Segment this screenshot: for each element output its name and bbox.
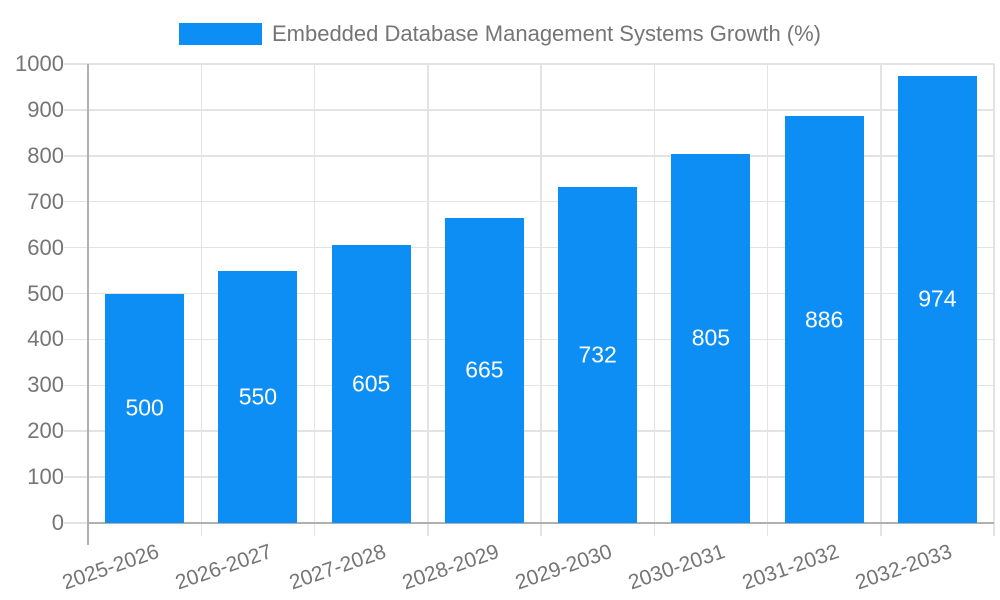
y-axis-label: 100: [27, 464, 64, 490]
x-tick: [540, 523, 542, 536]
x-gridline: [653, 64, 655, 523]
x-gridline: [766, 64, 769, 523]
x-axis-label: 2030-2031: [625, 540, 729, 595]
bar-2030-2031[interactable]: [671, 153, 751, 523]
y-tick: [64, 63, 88, 65]
y-axis-label: 800: [27, 142, 64, 168]
y-tick: [64, 246, 88, 249]
x-tick: [313, 523, 316, 536]
x-gridline: [993, 64, 995, 523]
bar-value-label: 805: [691, 324, 731, 351]
x-gridline: [880, 64, 882, 523]
bar-2025-2026[interactable]: [105, 293, 185, 523]
x-gridline: [427, 64, 429, 523]
bar-value-label: 886: [804, 306, 844, 333]
x-gridline: [540, 64, 542, 523]
x-gridline: [313, 64, 316, 523]
x-tick: [993, 523, 995, 536]
y-tick: [64, 430, 88, 432]
y-axis-line: [87, 64, 89, 545]
x-gridline: [200, 64, 202, 523]
legend-swatch[interactable]: [178, 23, 262, 45]
y-axis-label: 1000: [15, 51, 64, 76]
bar-value-label: 665: [465, 356, 504, 383]
y-axis-label: 500: [27, 280, 64, 306]
x-tick: [200, 523, 202, 536]
bar-value-label: 974: [918, 285, 957, 312]
x-axis-label: 2028-2029: [399, 540, 502, 595]
bar-2029-2030[interactable]: [558, 187, 638, 523]
x-tick: [427, 523, 429, 536]
bar-2032-2033[interactable]: [897, 75, 977, 523]
x-axis-label: 2029-2030: [512, 540, 616, 595]
x-tick: [880, 523, 882, 536]
bar-2031-2032[interactable]: [784, 116, 864, 523]
x-axis-label: 2027-2028: [286, 540, 389, 595]
y-axis-label: 200: [27, 418, 64, 444]
legend-label[interactable]: Embedded Database Management Systems Gro…: [271, 21, 822, 46]
y-axis-label: 600: [27, 234, 64, 260]
bar-value-label: 500: [125, 394, 164, 421]
y-axis-label: 900: [27, 96, 64, 122]
chart-legend: Embedded Database Management Systems Gro…: [0, 21, 1000, 47]
y-tick: [64, 109, 88, 111]
y-tick: [64, 476, 88, 478]
y-tick: [64, 155, 88, 157]
bar-value-label: 732: [578, 341, 617, 368]
x-axis-label: 2031-2032: [739, 540, 842, 595]
y-axis-label: 300: [27, 372, 64, 398]
x-axis-label: 2032-2033: [852, 540, 955, 595]
y-axis-label: 400: [27, 326, 64, 352]
y-tick: [64, 522, 88, 524]
bar-value-label: 605: [351, 370, 391, 397]
y-tick: [64, 338, 88, 341]
x-tick: [653, 523, 655, 536]
x-axis-label: 2026-2027: [172, 540, 276, 595]
y-tick: [64, 384, 88, 387]
bar-2028-2029[interactable]: [444, 217, 524, 523]
x-axis-line: [88, 522, 994, 524]
y-tick: [64, 200, 88, 203]
bar-2026-2027[interactable]: [218, 270, 298, 523]
x-tick: [766, 523, 769, 536]
y-axis-label: 0: [51, 510, 64, 535]
bar-value-label: 550: [238, 383, 278, 410]
y-tick: [64, 292, 88, 295]
x-axis-label: 2025-2026: [59, 540, 163, 595]
bar-2027-2028[interactable]: [331, 245, 411, 523]
y-axis-label: 700: [27, 188, 64, 214]
